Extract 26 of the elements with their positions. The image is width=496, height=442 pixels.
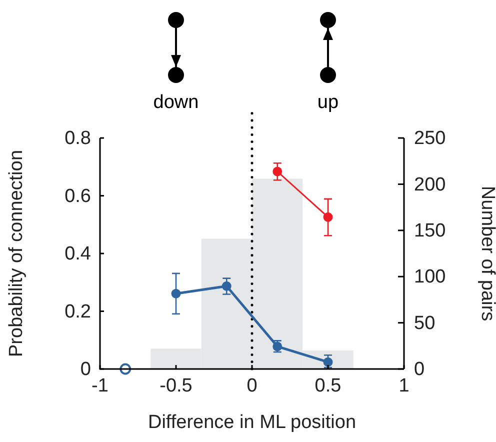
x-tick-label: 1 <box>398 375 410 396</box>
y-tick-label: 0.6 <box>64 186 91 207</box>
point <box>222 281 232 291</box>
y-tick-label: 0 <box>80 359 91 380</box>
y-tick-label: 0.8 <box>64 128 91 150</box>
point <box>171 288 181 298</box>
y2-tick-label: 250 <box>414 128 446 150</box>
y2-tick-label: 150 <box>414 220 446 242</box>
x-tick-label: 0 <box>246 375 258 396</box>
y-tick-label: 0.2 <box>64 301 91 322</box>
y2-tick-label: 0 <box>414 359 425 380</box>
x-axis-title: Difference in ML position <box>148 412 356 433</box>
y2-tick-label: 200 <box>414 174 446 196</box>
x-tick-label: -0.5 <box>160 375 192 396</box>
y-axis-title: Probability of connection <box>6 150 27 358</box>
y2-tick-label: 100 <box>414 266 446 288</box>
y-tick-label: 0.4 <box>64 244 92 265</box>
point <box>323 212 333 222</box>
text: up <box>317 92 339 113</box>
y2-tick-label: 50 <box>414 312 436 334</box>
point <box>272 166 282 176</box>
text: down <box>153 92 199 113</box>
x-tick-label: 0.5 <box>314 375 342 396</box>
x-tick-label: -1 <box>92 375 108 396</box>
point <box>323 357 333 367</box>
y2-axis-title: Number of pairs <box>477 186 496 322</box>
